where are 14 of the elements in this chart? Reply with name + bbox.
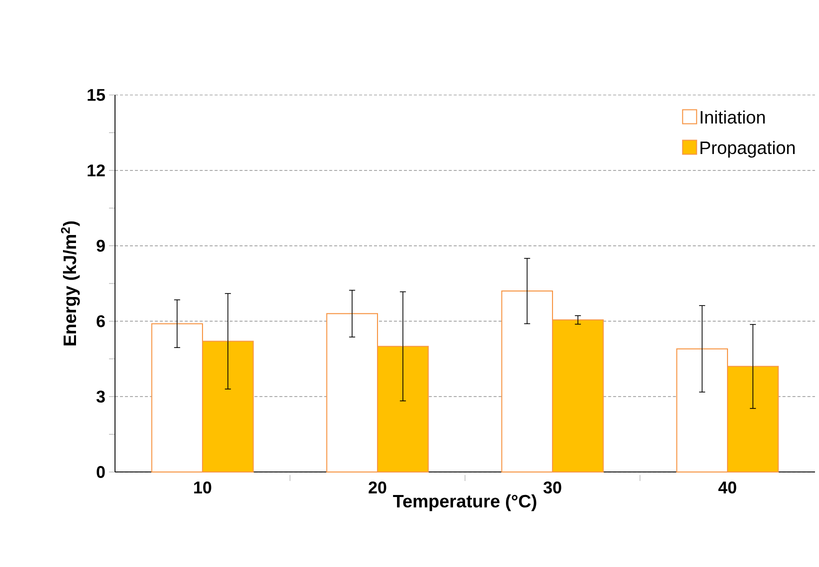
x-tick-label: 20 bbox=[368, 482, 386, 494]
x-axis-title: Temperature (°C) bbox=[393, 494, 536, 512]
x-tick-label: 40 bbox=[718, 482, 736, 494]
y-tick-label: 15 bbox=[88, 89, 106, 101]
legend-label: Propagation bbox=[700, 140, 795, 158]
y-tick-label: 9 bbox=[96, 240, 105, 252]
y-tick-label: 0 bbox=[96, 466, 105, 478]
y-tick-label: 6 bbox=[96, 315, 105, 328]
x-tick-label: 30 bbox=[543, 482, 562, 494]
legend-label: Initiation bbox=[700, 110, 765, 124]
x-tick-label: 10 bbox=[194, 482, 212, 494]
y-tick-label: 3 bbox=[96, 390, 105, 403]
y-axis-title: Energy (kJ/m$^{2}$) bbox=[60, 221, 80, 346]
y-tick-label: 12 bbox=[88, 164, 105, 176]
